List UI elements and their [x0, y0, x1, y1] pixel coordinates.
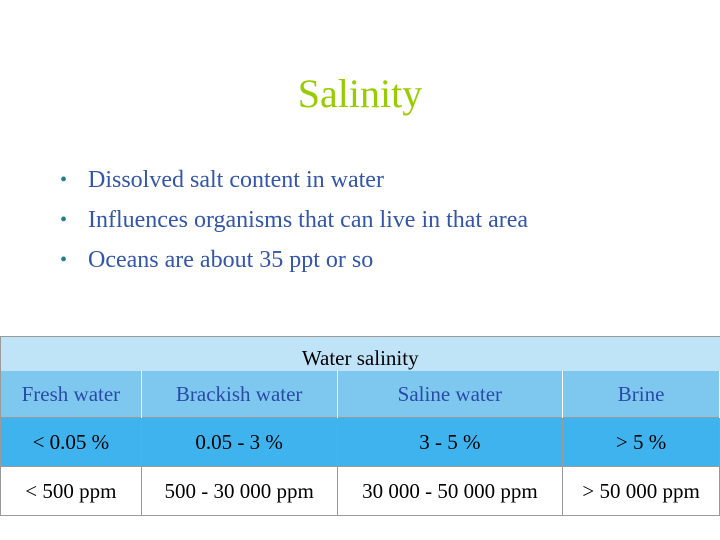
table-header-row: Fresh water Brackish water Saline water … — [0, 371, 720, 418]
header-brackish-water: Brackish water — [141, 371, 338, 418]
header-saline-water: Saline water — [337, 371, 564, 418]
header-fresh-water: Fresh water — [0, 371, 142, 418]
bullet-text: Oceans are about 35 ppt or so — [88, 247, 374, 273]
bullet-dot-icon: • — [60, 209, 68, 231]
table-cell: 3 - 5 % — [337, 417, 564, 467]
bullet-item: • Influences organisms that can live in … — [60, 200, 528, 240]
table-cell: 0.05 - 3 % — [141, 417, 338, 467]
salinity-table: Water salinity Fresh water Brackish wate… — [0, 336, 720, 516]
table-row-percent: < 0.05 % 0.05 - 3 % 3 - 5 % > 5 % — [0, 417, 720, 467]
bullet-list: • Dissolved salt content in water • Infl… — [60, 160, 528, 280]
bullet-item: • Dissolved salt content in water — [60, 160, 528, 200]
bullet-text: Influences organisms that can live in th… — [88, 207, 529, 233]
table-caption-row: Water salinity — [0, 336, 720, 371]
bullet-item: • Oceans are about 35 ppt or so — [60, 240, 528, 280]
slide-title: Salinity — [297, 71, 423, 116]
bullet-text: Dissolved salt content in water — [88, 167, 384, 193]
table-cell: > 5 % — [562, 417, 720, 467]
table-row-ppm: < 500 ppm 500 - 30 000 ppm 30 000 - 50 0… — [0, 466, 720, 516]
table-cell: < 0.05 % — [0, 417, 142, 467]
salinity-table-container: Water salinity Fresh water Brackish wate… — [0, 336, 720, 516]
table-cell: 500 - 30 000 ppm — [141, 466, 338, 516]
table-caption: Water salinity — [0, 336, 720, 371]
bullet-dot-icon: • — [60, 169, 68, 191]
table-cell: 30 000 - 50 000 ppm — [337, 466, 564, 516]
bullet-dot-icon: • — [60, 249, 68, 271]
table-cell: < 500 ppm — [0, 466, 142, 516]
table-cell: > 50 000 ppm — [562, 466, 720, 516]
header-brine: Brine — [562, 371, 720, 418]
